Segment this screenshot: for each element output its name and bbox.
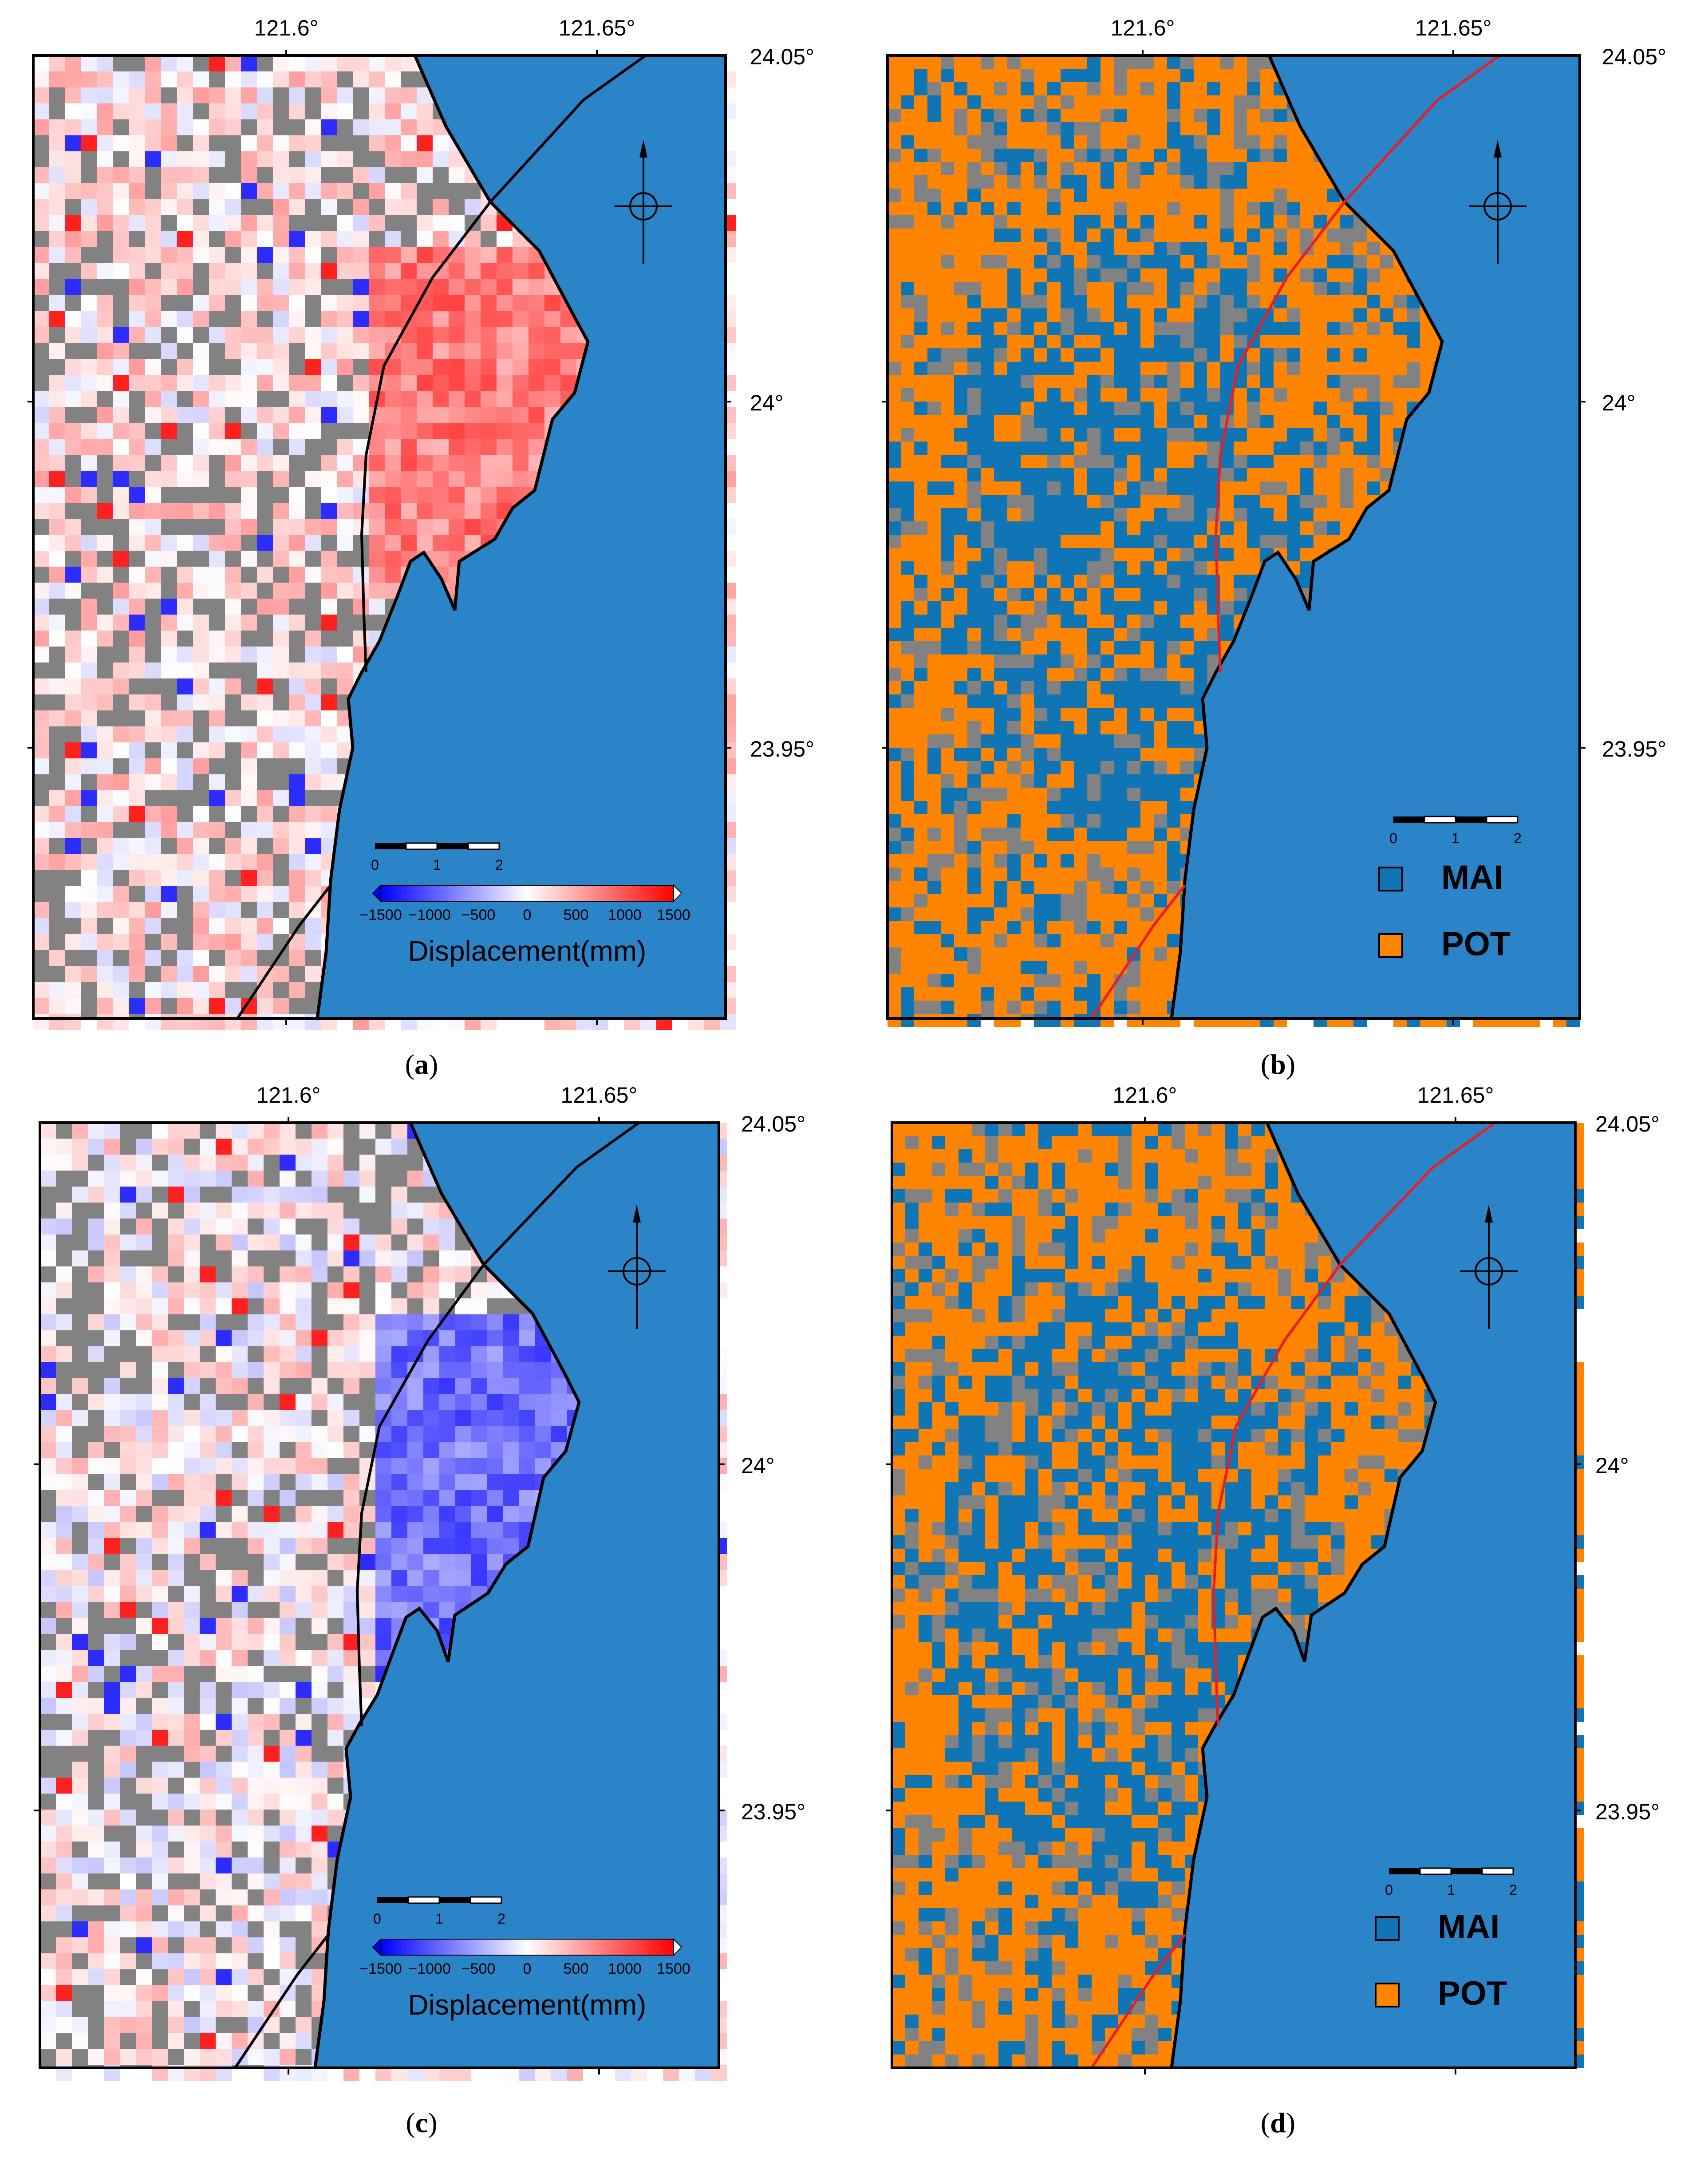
- legend-pot-swatch: [1375, 1983, 1400, 2007]
- lon-tick-b-1: 121.6°: [1110, 16, 1175, 40]
- panel-c-fault-line: [234, 1121, 640, 2069]
- lat-tick-a-2: 24°: [750, 390, 784, 415]
- panel-b-sea: [1172, 55, 1580, 1018]
- panel-c-sea: [315, 1123, 719, 2068]
- colorbar-tick-label: −1500: [359, 907, 402, 923]
- colorbar-tick-label: 1000: [608, 907, 642, 923]
- legend-mai-label: MAI: [1441, 859, 1503, 896]
- scalebar-1: 1: [433, 857, 441, 873]
- lat-tick-c-3: 23.95°: [741, 1799, 805, 1824]
- lat-tick-b-2: 24°: [1602, 390, 1636, 415]
- lon-tick-c-2: 121.65°: [561, 1083, 638, 1108]
- panel-d-fault-line: [1090, 1121, 1496, 2069]
- panel-b: 0 1 2 MAI POT: [886, 54, 1581, 1027]
- lat-tick-a-1: 24.05°: [750, 44, 814, 69]
- lon-tick-d-2: 121.65°: [1417, 1083, 1494, 1108]
- panel-d-sea: [1172, 1123, 1575, 2068]
- scalebar-0: 0: [373, 1911, 381, 1927]
- colorbar-tick-label: 500: [564, 1960, 589, 1977]
- legend-pot-label: POT: [1441, 925, 1511, 963]
- captions: (a) (b) (c) (d): [405, 1049, 1295, 2138]
- caption-b: (b): [1261, 1049, 1295, 1080]
- scalebar-0: 0: [371, 857, 379, 873]
- panel-c-colorbar: −1500 −1000 −500 0 500 1000 1500 Displacement(…: [359, 1938, 690, 2021]
- lon-tick-b-2: 121.65°: [1415, 16, 1492, 40]
- panel-a-coastline: [316, 55, 590, 1019]
- colorbar-tick-label: −1000: [408, 907, 451, 923]
- panel-a-fault-line: [236, 54, 647, 1019]
- colorbar-tick-label: 0: [523, 907, 532, 923]
- legend-pot-swatch: [1378, 933, 1403, 958]
- legend-pot-label: POT: [1438, 1975, 1507, 2012]
- legend-mai-label: MAI: [1438, 1908, 1499, 1946]
- caption-c: (c): [406, 2107, 437, 2138]
- scalebar-1: 1: [435, 1911, 443, 1927]
- scalebar-0: 0: [1385, 1882, 1393, 1898]
- panel-d: 0 1 2 MAI POT: [891, 1121, 1584, 2069]
- panel-a-colorbar: −1500 −1000 −500 0 500 1000 1500 Displacement(…: [359, 884, 690, 967]
- panel-b-coastline: [1170, 55, 1444, 1019]
- panel-d-legend: MAI POT: [1375, 1908, 1507, 2012]
- lon-tick-a-1: 121.6°: [254, 16, 318, 40]
- lat-labels: 24.05° 24° 23.95° 24.05° 24° 23.95° 24.0…: [741, 44, 1666, 1824]
- scalebar-1: 1: [1447, 1882, 1455, 1898]
- scalebar-2: 2: [1514, 830, 1522, 846]
- panel-c: 0 1 2 −1500 −1000 −500 0 500 1000 1500 Displac…: [39, 1121, 727, 2081]
- lon-tick-a-2: 121.65°: [559, 16, 635, 40]
- panel-b-legend: MAI POT: [1378, 859, 1511, 963]
- panel-b-scalebar: 0 1 2: [1389, 816, 1522, 846]
- lat-tick-c-2: 24°: [741, 1453, 775, 1478]
- scalebar-2: 2: [497, 1911, 505, 1927]
- lon-tick-d-1: 121.6°: [1112, 1083, 1177, 1108]
- scalebar-1: 1: [1452, 830, 1459, 846]
- axis-ticks: [28, 50, 1586, 2074]
- caption-a: (a): [405, 1049, 438, 1080]
- colorbar-tick-label: 500: [564, 907, 589, 923]
- panel-c-scalebar: 0 1 2: [373, 1896, 505, 1927]
- lat-tick-b-1: 24.05°: [1602, 44, 1666, 69]
- panel-c-coastline: [313, 1122, 581, 2068]
- panel-d-coastline: [1170, 1122, 1437, 2068]
- lat-tick-d-3: 23.95°: [1595, 1799, 1660, 1824]
- colorbar-tick-label: 1500: [657, 1960, 690, 1977]
- panel-d-scalebar: 0 1 2: [1385, 1867, 1517, 1898]
- lat-tick-c-1: 24.05°: [741, 1112, 805, 1136]
- colorbar-title: Displacement(mm): [408, 1989, 647, 2021]
- panel-b-fault-line: [1090, 54, 1501, 1019]
- colorbar-tick-label: −500: [462, 1960, 496, 1977]
- colorbar-tick-label: −1000: [408, 1960, 451, 1977]
- scalebar-2: 2: [1509, 1882, 1517, 1898]
- colorbar-title: Displacement(mm): [408, 935, 647, 967]
- lat-tick-d-2: 24°: [1595, 1453, 1629, 1478]
- lat-tick-d-1: 24.05°: [1595, 1112, 1660, 1136]
- lat-tick-a-3: 23.95°: [750, 737, 814, 761]
- scalebar-0: 0: [1389, 830, 1397, 846]
- colorbar-tick-label: 0: [523, 1960, 532, 1977]
- lat-tick-b-3: 23.95°: [1602, 737, 1666, 761]
- legend-mai-swatch: [1378, 867, 1403, 891]
- lon-tick-c-1: 121.6°: [256, 1083, 320, 1108]
- colorbar-tick-label: −1500: [359, 1960, 402, 1977]
- scalebar-2: 2: [495, 857, 503, 873]
- panel-a: 0 1 2 −1500 −1000 −500 0 500 1000 1500 Displac…: [32, 54, 736, 1030]
- lon-labels: 121.6° 121.65° 121.6° 121.65° 121.6° 121…: [254, 16, 1494, 1108]
- colorbar-tick-label: 1000: [608, 1960, 642, 1977]
- caption-d: (d): [1261, 2107, 1295, 2138]
- panel-c-compass: [608, 1205, 666, 1329]
- panel-d-compass: [1460, 1205, 1518, 1329]
- legend-mai-swatch: [1375, 1916, 1400, 1941]
- panel-a-scalebar: 0 1 2: [371, 842, 503, 873]
- panel-b-compass: [1469, 140, 1527, 264]
- colorbar-tick-label: 1500: [657, 907, 690, 923]
- panel-a-compass: [615, 140, 672, 264]
- colorbar-tick-label: −500: [462, 907, 496, 923]
- panel-a-sea: [317, 55, 726, 1018]
